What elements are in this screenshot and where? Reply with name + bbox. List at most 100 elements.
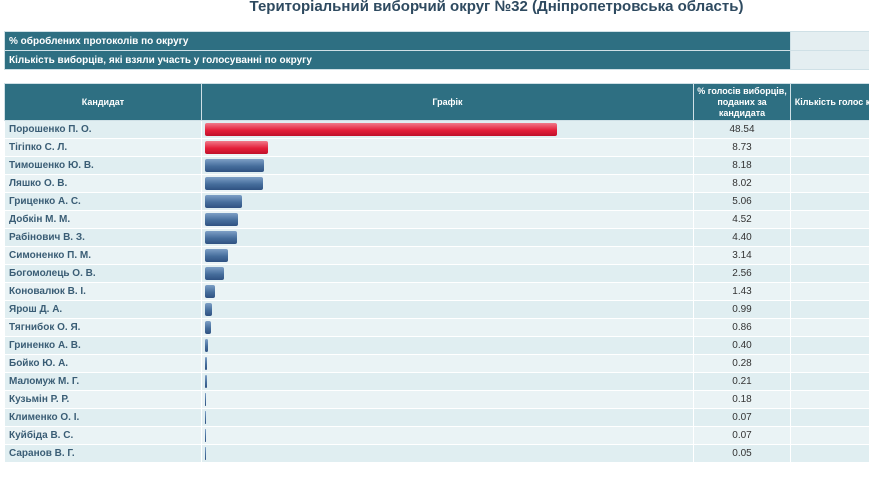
table-row: Клименко О. І. 0.07 [4, 408, 869, 427]
table-row: Гриценко А. С. 5.06 [4, 192, 869, 211]
vote-percent: 48.54 [693, 120, 791, 139]
candidate-name: Бойко Ю. А. [4, 354, 202, 373]
vote-bar [205, 357, 207, 370]
vote-percent: 0.07 [693, 426, 791, 445]
table-row: Тимошенко Ю. В. 8.18 [4, 156, 869, 175]
results-table: Кандидат Графік % голосів виборців, пода… [4, 83, 869, 463]
vote-bar [205, 393, 206, 406]
candidate-name: Ляшко О. В. [4, 174, 202, 193]
vote-count [790, 426, 869, 445]
chart-cell [201, 336, 694, 355]
header-candidate: Кандидат [4, 83, 202, 121]
vote-count [790, 228, 869, 247]
table-row: Саранов В. Г. 0.05 [4, 444, 869, 463]
vote-percent: 8.18 [693, 156, 791, 175]
summary-row-turnout: Кількість виборців, які взяли участь у г… [4, 50, 869, 70]
vote-percent: 3.14 [693, 246, 791, 265]
vote-bar [205, 267, 224, 280]
candidate-name: Гриценко А. С. [4, 192, 202, 211]
candidate-name: Добкін М. М. [4, 210, 202, 229]
table-row: Рабінович В. З. 4.40 [4, 228, 869, 247]
vote-bar [205, 429, 206, 442]
vote-percent: 4.52 [693, 210, 791, 229]
vote-percent: 0.40 [693, 336, 791, 355]
table-row: Порошенко П. О. 48.54 [4, 120, 869, 139]
candidate-name: Маломуж М. Г. [4, 372, 202, 391]
vote-bar [205, 141, 268, 154]
chart-cell [201, 354, 694, 373]
header-chart: Графік [201, 83, 694, 121]
candidate-name: Рабінович В. З. [4, 228, 202, 247]
vote-bar [205, 231, 237, 244]
summary-label-processed: % оброблених протоколів по округу [4, 31, 791, 51]
vote-bar [205, 213, 238, 226]
vote-percent: 1.43 [693, 282, 791, 301]
results-header-row: Кандидат Графік % голосів виборців, пода… [4, 83, 869, 121]
vote-count [790, 264, 869, 283]
vote-percent: 0.18 [693, 390, 791, 409]
vote-bar [205, 339, 208, 352]
candidate-name: Богомолець О. В. [4, 264, 202, 283]
chart-cell [201, 264, 694, 283]
candidate-name: Клименко О. І. [4, 408, 202, 427]
vote-bar [205, 447, 206, 460]
vote-percent: 0.86 [693, 318, 791, 337]
table-row: Бойко Ю. А. 0.28 [4, 354, 869, 373]
chart-cell [201, 174, 694, 193]
table-row: Маломуж М. Г. 0.21 [4, 372, 869, 391]
candidate-name: Тігіпко С. Л. [4, 138, 202, 157]
chart-cell [201, 246, 694, 265]
chart-cell [201, 318, 694, 337]
vote-bar [205, 411, 206, 424]
candidate-name: Тягнибок О. Я. [4, 318, 202, 337]
candidate-name: Коновалюк В. І. [4, 282, 202, 301]
chart-cell [201, 282, 694, 301]
chart-cell [201, 228, 694, 247]
candidate-name: Саранов В. Г. [4, 444, 202, 463]
vote-percent: 0.21 [693, 372, 791, 391]
vote-bar [205, 285, 215, 298]
vote-percent: 4.40 [693, 228, 791, 247]
chart-cell [201, 138, 694, 157]
vote-bar [205, 177, 263, 190]
table-row: Симоненко П. М. 3.14 [4, 246, 869, 265]
header-count: Кількість голос к [790, 83, 869, 121]
chart-cell [201, 192, 694, 211]
vote-count [790, 444, 869, 463]
table-row: Коновалюк В. І. 1.43 [4, 282, 869, 301]
chart-cell [201, 408, 694, 427]
district-summary: % оброблених протоколів по округу Кількі… [4, 31, 869, 70]
vote-count [790, 408, 869, 427]
vote-count [790, 246, 869, 265]
vote-percent: 0.99 [693, 300, 791, 319]
vote-count [790, 354, 869, 373]
vote-percent: 0.28 [693, 354, 791, 373]
chart-cell [201, 120, 694, 139]
vote-count [790, 282, 869, 301]
vote-count [790, 174, 869, 193]
table-row: Ляшко О. В. 8.02 [4, 174, 869, 193]
page-title: Територіальний виборчий округ №32 (Дніпр… [249, 0, 744, 15]
vote-count [790, 372, 869, 391]
vote-bar [205, 375, 207, 388]
vote-count [790, 300, 869, 319]
vote-percent: 5.06 [693, 192, 791, 211]
vote-count [790, 120, 869, 139]
vote-bar [205, 123, 557, 136]
table-row: Гриненко А. В. 0.40 [4, 336, 869, 355]
candidate-name: Порошенко П. О. [4, 120, 202, 139]
vote-count [790, 138, 869, 157]
vote-count [790, 156, 869, 175]
chart-cell [201, 300, 694, 319]
vote-bar [205, 195, 242, 208]
vote-count [790, 210, 869, 229]
chart-cell [201, 210, 694, 229]
header-percent: % голосів виборців, поданих за кандидата [693, 83, 791, 121]
table-row: Ярош Д. А. 0.99 [4, 300, 869, 319]
candidate-name: Тимошенко Ю. В. [4, 156, 202, 175]
results-body: Порошенко П. О. 48.54 Тігіпко С. Л. 8.73 Тим… [4, 120, 869, 463]
candidate-name: Ярош Д. А. [4, 300, 202, 319]
candidate-name: Симоненко П. М. [4, 246, 202, 265]
candidate-name: Кузьмін Р. Р. [4, 390, 202, 409]
candidate-name: Куйбіда В. С. [4, 426, 202, 445]
